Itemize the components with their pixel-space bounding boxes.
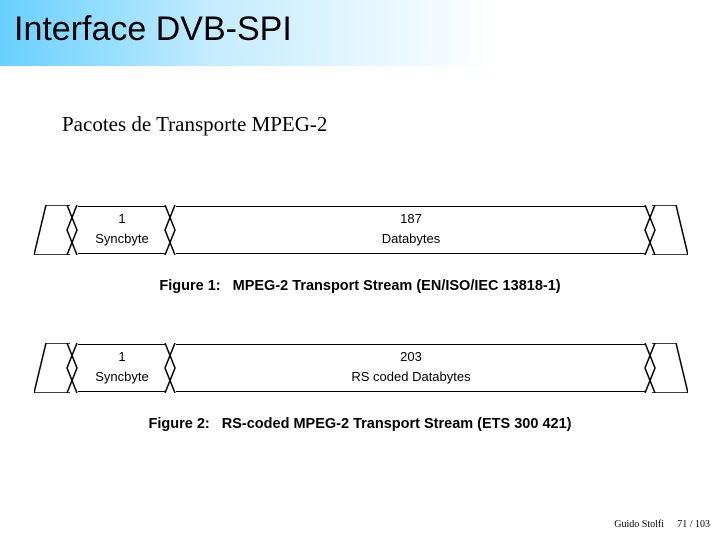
- footer-author: Guido Stolfi: [614, 519, 664, 530]
- packet-tail-slash: [652, 205, 688, 255]
- segment-count: 187: [176, 211, 646, 226]
- figure-1-segment-syncbyte: 1 Syncbyte: [78, 206, 166, 254]
- figure-label: Figure 2:: [149, 416, 210, 432]
- segment-label: Syncbyte: [78, 231, 166, 246]
- slide: Interface DVB-SPI Pacotes de Transporte …: [0, 0, 720, 540]
- figure-2-packet: 1 Syncbyte 203 RS coded Databytes: [34, 344, 686, 392]
- figure-1: 1 Syncbyte 187 Databytes: [34, 206, 686, 294]
- figure-2-segment-rs-databytes: 203 RS coded Databytes: [176, 344, 646, 392]
- segment-count: 1: [78, 349, 166, 364]
- figure-label: Figure 1:: [159, 278, 220, 294]
- figure-1-segment-databytes: 187 Databytes: [176, 206, 646, 254]
- figure-2: 1 Syncbyte 203 RS coded Databytes: [34, 344, 686, 432]
- figure-1-packet: 1 Syncbyte 187 Databytes: [34, 206, 686, 254]
- figure-1-caption: Figure 1: MPEG-2 Transport Stream (EN/IS…: [34, 278, 686, 294]
- segment-label: Syncbyte: [78, 369, 166, 384]
- footer-page: 71 / 103: [677, 519, 710, 530]
- segment-label: RS coded Databytes: [176, 369, 646, 384]
- figure-caption-text: MPEG-2 Transport Stream (EN/ISO/IEC 1381…: [233, 278, 561, 294]
- subtitle: Pacotes de Transporte MPEG-2: [62, 112, 327, 137]
- segment-label: Databytes: [176, 231, 646, 246]
- segment-count: 1: [78, 211, 166, 226]
- page-title: Interface DVB-SPI: [14, 10, 292, 49]
- segment-count: 203: [176, 349, 646, 364]
- figure-2-segment-syncbyte: 1 Syncbyte: [78, 344, 166, 392]
- figure-caption-text: RS-coded MPEG-2 Transport Stream (ETS 30…: [222, 416, 572, 432]
- packet-tail-slash: [652, 343, 688, 393]
- figure-2-caption: Figure 2: RS-coded MPEG-2 Transport Stre…: [34, 416, 686, 432]
